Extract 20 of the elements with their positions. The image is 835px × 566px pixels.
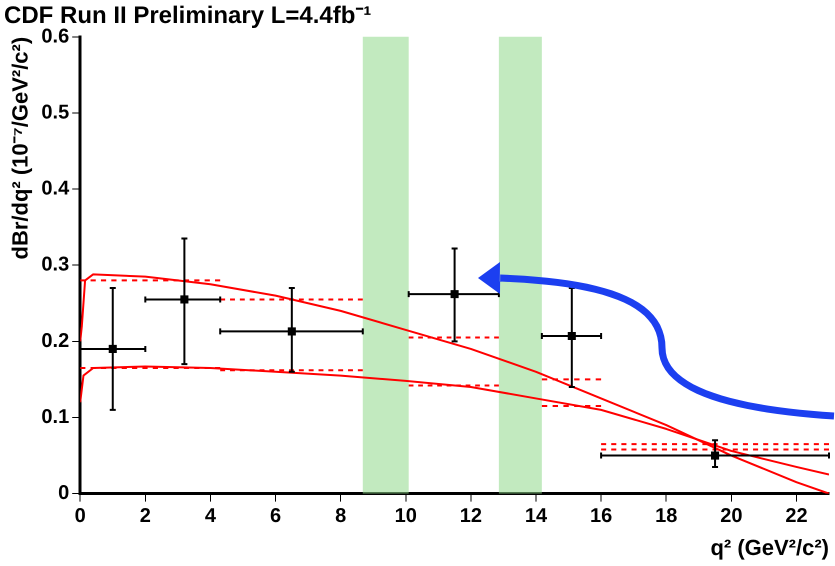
y-tick-label: 0.3 [41, 254, 70, 276]
y-tick-label: 0.5 [41, 101, 70, 124]
x-tick-label: 20 [720, 505, 742, 528]
x-tick-label: 16 [590, 505, 612, 528]
y-axis-title: dBr/dq² (10⁻⁷/GeV²/c²) [7, 36, 32, 260]
x-axis-title: q² (GeV²/c²) [710, 534, 829, 560]
x-tick-label: 22 [785, 505, 808, 528]
x-tick-label: 12 [460, 505, 482, 528]
y-tick-label: 0 [58, 482, 70, 504]
x-tick-label: 6 [270, 505, 282, 528]
x-tick-label: 4 [204, 505, 217, 528]
y-tick-label: 0.2 [41, 330, 70, 352]
x-tick-label: 0 [74, 505, 86, 528]
x-tick-label: 8 [335, 505, 346, 528]
x-tick-label: 18 [655, 505, 678, 528]
y-tick-label: 0.4 [41, 178, 70, 200]
x-tick-label: 14 [524, 505, 548, 528]
x-tick-label: 10 [394, 505, 417, 528]
x-tick-label: 2 [140, 505, 151, 528]
y-tick-label: 0.1 [41, 406, 70, 428]
